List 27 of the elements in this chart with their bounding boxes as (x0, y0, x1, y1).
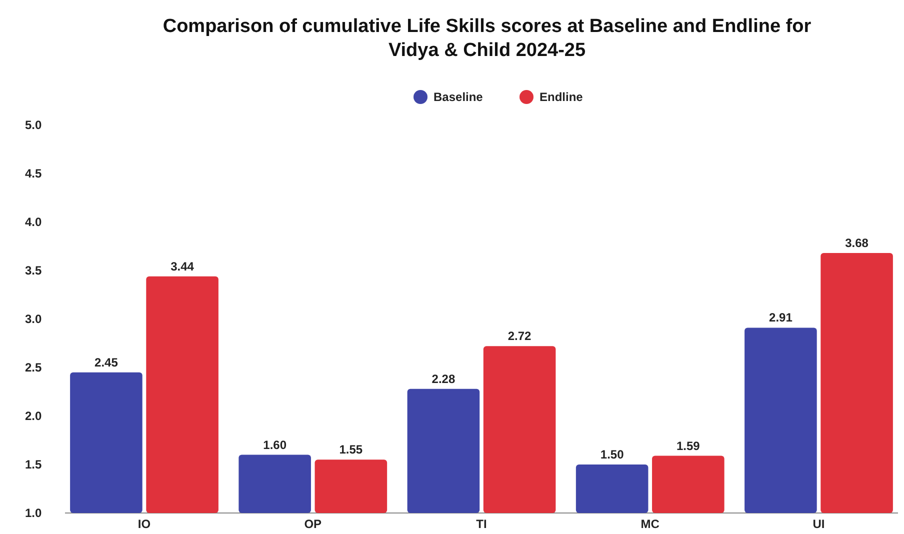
y-tick-label: 4.0 (25, 214, 42, 229)
data-label: 2.45 (94, 355, 118, 370)
data-label: 3.44 (170, 259, 194, 274)
data-label: 3.68 (845, 236, 869, 250)
legend-label: Endline (540, 90, 584, 104)
y-tick-label: 1.0 (25, 506, 42, 520)
y-tick-label: 2.5 (25, 360, 42, 374)
y-tick-label: 1.5 (25, 457, 42, 472)
y-tick-label: 3.5 (25, 263, 42, 278)
data-label: 2.28 (432, 372, 456, 386)
x-tick-label: MC (640, 517, 660, 531)
y-tick-label: 4.5 (25, 166, 42, 180)
y-tick-label: 2.0 (25, 408, 42, 423)
x-tick-label: UI (812, 517, 825, 531)
x-tick-label: OP (304, 517, 322, 531)
y-tick-label: 5.0 (25, 118, 42, 132)
chart-title: Comparison of cumulative Life Skills scores at Baseline and Endline for Vidya & Child 2024-25 (162, 16, 812, 61)
data-label: 1.55 (339, 442, 363, 457)
legend-label: Baseline (434, 90, 484, 104)
data-label: 1.59 (676, 438, 700, 453)
data-label: 1.50 (600, 448, 624, 462)
data-label: 2.72 (508, 329, 532, 344)
data-label: 1.60 (263, 438, 287, 452)
data-label: 2.91 (769, 310, 793, 325)
x-tick-label: TI (476, 517, 487, 531)
y-tick-label: 3.0 (25, 312, 42, 326)
x-tick-label: IO (138, 517, 151, 531)
